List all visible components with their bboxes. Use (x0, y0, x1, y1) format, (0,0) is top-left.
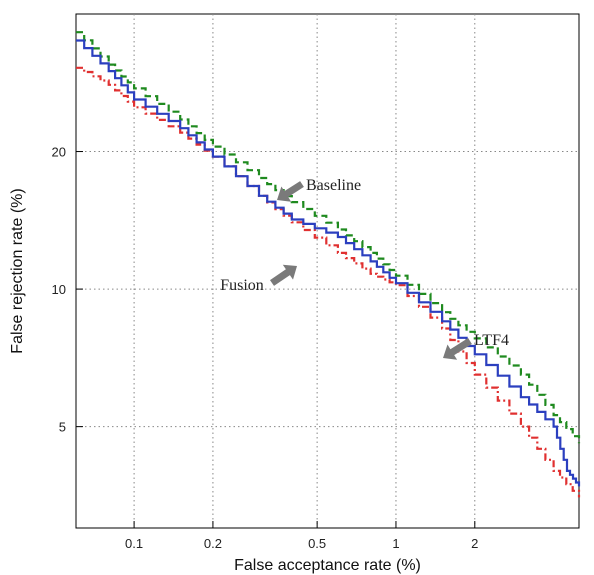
x-tick-label: 0.5 (308, 536, 326, 551)
series-layer (76, 31, 581, 498)
y-tick-label: 20 (52, 145, 66, 160)
y-tick-label: 10 (52, 282, 66, 297)
annotation-fusion: Fusion (220, 277, 264, 294)
x-tick-label: 2 (471, 536, 478, 551)
plot-frame (75, 13, 580, 529)
y-axis-label: False rejection rate (%) (9, 188, 26, 353)
grid-lines (76, 14, 579, 528)
series-line-baseline (76, 31, 581, 444)
annotation-baseline: Baseline (306, 177, 361, 194)
annotation-arrow-baseline (277, 181, 304, 202)
series-line-fusion (76, 66, 581, 498)
tick-labels: 0.1 0.2 0.5 1 2 5 10 20 (52, 145, 479, 551)
annotation-ltf4: LTF4 (474, 332, 509, 349)
x-tick-label: 0.2 (204, 536, 222, 551)
series-line-ltf4 (76, 39, 581, 487)
annotation-arrow-fusion (270, 264, 297, 286)
x-tick-label: 1 (392, 536, 399, 551)
x-axis-label: False acceptance rate (%) (234, 557, 421, 574)
x-tick-label: 0.1 (125, 536, 143, 551)
annotation-arrow-ltf4 (443, 338, 472, 360)
annotations: Baseline Fusion LTF4 (220, 177, 509, 360)
y-tick-label: 5 (59, 420, 66, 435)
